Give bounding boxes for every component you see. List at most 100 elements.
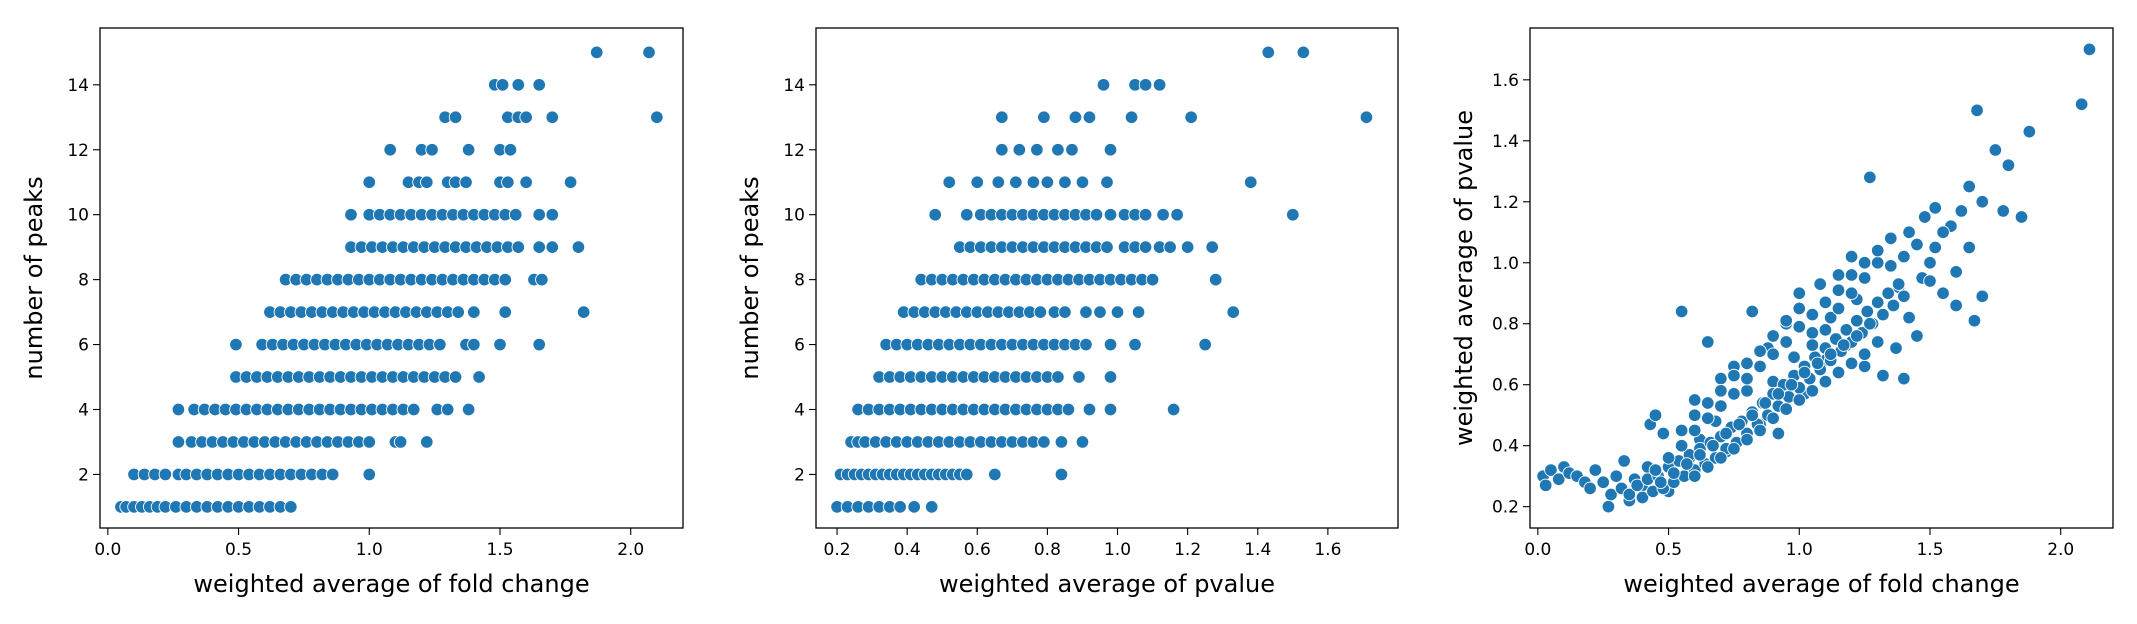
data-point [1061, 402, 1076, 417]
data-point [1604, 487, 1618, 502]
data-point [1012, 143, 1027, 157]
x-axis-label: weighted average of fold change [1623, 570, 2019, 598]
data-point [1630, 478, 1644, 493]
data-point [2082, 42, 2097, 57]
data-point [1040, 175, 1055, 189]
data-point [1923, 274, 1937, 288]
data-point [1138, 78, 1153, 92]
data-point [1103, 207, 1118, 222]
x-tick-label: 1.6 [1314, 540, 1341, 560]
data-point [1813, 277, 1827, 291]
data-point [1805, 338, 1820, 352]
data-point [1701, 335, 1715, 349]
data-point [1805, 326, 1820, 340]
data-points [114, 45, 664, 514]
data-point [1818, 323, 1833, 337]
data-point [960, 467, 974, 482]
data-points [830, 45, 1374, 514]
data-point [472, 370, 486, 384]
data-point [1792, 301, 1807, 316]
data-point [532, 78, 546, 92]
data-point [1706, 438, 1720, 453]
data-point [1805, 307, 1820, 322]
data-point [503, 143, 518, 157]
data-point [393, 435, 408, 449]
data-point [1680, 457, 1694, 471]
data-point [1093, 305, 1107, 319]
data-point [1184, 110, 1198, 125]
y-tick-label: 1.6 [1492, 71, 1519, 91]
x-tick-label: 0.5 [225, 540, 252, 560]
data-point [1648, 408, 1663, 422]
data-point [1054, 467, 1069, 482]
data-point [362, 435, 377, 449]
data-point [1693, 448, 1707, 462]
data-point [1797, 365, 1812, 380]
data-point [589, 45, 604, 60]
data-point [563, 175, 578, 189]
data-point [1075, 435, 1090, 449]
data-point [1779, 335, 1793, 349]
data-point [1740, 356, 1754, 371]
data-point [1844, 356, 1859, 371]
data-point [344, 207, 358, 222]
y-axis-ticks: 2 4 6 8 10 12 14 [67, 76, 100, 485]
y-tick-label: 0.6 [1492, 376, 1519, 396]
data-point [1745, 304, 1759, 319]
data-point [1674, 423, 1689, 438]
x-axis-ticks: 0.0 0.5 1.0 1.5 2.0 [94, 528, 644, 560]
data-point [1701, 460, 1715, 474]
data-point [406, 402, 421, 417]
data-point [459, 175, 473, 189]
data-point [1870, 243, 1885, 258]
x-tick-label: 0.6 [964, 540, 991, 560]
data-point [1198, 337, 1212, 352]
data-point [448, 110, 463, 125]
data-point [1766, 411, 1780, 425]
data-point [1714, 371, 1728, 386]
x-axis-label: weighted average of pvalue [939, 570, 1275, 598]
data-point [1100, 240, 1114, 254]
data-point [642, 45, 656, 60]
data-point [1831, 268, 1846, 282]
data-point [508, 207, 523, 222]
data-point [1753, 359, 1767, 374]
data-point [1033, 305, 1048, 319]
y-tick-label: 6 [794, 336, 805, 356]
data-point [1601, 499, 1616, 514]
data-point [1128, 337, 1142, 352]
y-tick-label: 12 [783, 141, 805, 161]
data-point [1170, 207, 1184, 222]
data-point [1037, 435, 1051, 449]
data-point [2022, 124, 2037, 139]
data-point [448, 370, 463, 384]
data-point [420, 435, 434, 449]
data-point [1863, 170, 1877, 185]
y-tick-label: 4 [794, 400, 805, 420]
x-tick-label: 0.8 [1034, 540, 1061, 560]
data-point [1928, 240, 1942, 255]
data-point [229, 337, 243, 352]
plot-frame [99, 27, 684, 529]
data-point [1902, 225, 1916, 240]
data-point [1653, 475, 1668, 490]
data-point [1823, 310, 1838, 325]
data-point [1897, 289, 1911, 304]
data-point [545, 110, 560, 125]
data-point [1156, 207, 1170, 222]
scatter-panel-pvalue-vs-peaks: 0.2 0.4 0.6 0.8 1.0 1.2 1.4 1.6 2 4 6 8 10 12 14 weig… [736, 27, 1399, 598]
data-point [1687, 469, 1702, 483]
data-point [1740, 384, 1754, 398]
data-point [1714, 399, 1728, 413]
data-point [1996, 204, 2010, 218]
data-point [1857, 359, 1872, 374]
data-point [1058, 175, 1072, 189]
data-point [1089, 207, 1104, 222]
data-point [1138, 207, 1153, 222]
data-point [1936, 225, 1950, 240]
data-point [991, 175, 1006, 189]
data-point [440, 402, 455, 417]
data-point [970, 175, 985, 189]
data-point [433, 337, 447, 352]
data-point [1779, 313, 1793, 328]
